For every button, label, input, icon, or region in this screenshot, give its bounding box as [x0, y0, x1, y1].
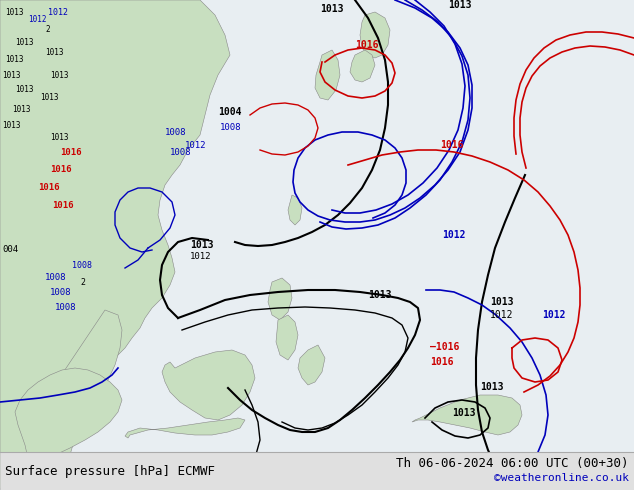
Text: 1012: 1012 [542, 310, 566, 320]
Text: 1013: 1013 [452, 408, 476, 418]
Text: 1013: 1013 [190, 240, 214, 250]
Text: 1013: 1013 [5, 8, 23, 17]
Text: Surface pressure [hPa] ECMWF: Surface pressure [hPa] ECMWF [5, 465, 215, 477]
Text: 1016: 1016 [355, 40, 378, 50]
Text: 1013: 1013 [15, 38, 34, 47]
Text: 1013: 1013 [15, 85, 34, 94]
Text: 1013: 1013 [368, 290, 392, 300]
Text: 2: 2 [45, 25, 49, 34]
Text: 1013: 1013 [45, 48, 63, 57]
Polygon shape [0, 0, 230, 490]
Text: 1012: 1012 [28, 15, 46, 24]
Text: 1013: 1013 [5, 55, 23, 64]
Text: 1008: 1008 [165, 128, 186, 137]
Polygon shape [315, 50, 340, 100]
Polygon shape [350, 50, 375, 82]
Text: 1013: 1013 [5, 468, 29, 478]
Text: 1016: 1016 [60, 148, 82, 157]
Text: 1012: 1012 [48, 8, 68, 17]
Polygon shape [360, 12, 390, 58]
Text: 1008: 1008 [45, 273, 67, 282]
Text: 1016: 1016 [430, 357, 453, 367]
Text: 1016: 1016 [440, 140, 463, 150]
Polygon shape [288, 195, 302, 225]
Polygon shape [298, 345, 325, 385]
Polygon shape [15, 368, 122, 468]
Text: 1013: 1013 [480, 382, 503, 392]
Text: 1012: 1012 [442, 230, 465, 240]
Polygon shape [276, 315, 298, 360]
Text: 1012: 1012 [190, 252, 212, 261]
Text: Th 06-06-2024 06:00 UTC (00+30): Th 06-06-2024 06:00 UTC (00+30) [396, 457, 629, 469]
Text: 1008: 1008 [55, 303, 77, 312]
Text: 1012: 1012 [490, 310, 514, 320]
Text: 1012: 1012 [148, 469, 172, 479]
Polygon shape [268, 278, 292, 320]
Polygon shape [38, 310, 122, 463]
Text: 1013: 1013 [490, 297, 514, 307]
Text: 1013: 1013 [40, 93, 58, 102]
Polygon shape [412, 395, 522, 435]
Text: –1016: –1016 [430, 342, 460, 352]
Text: 1013: 1013 [2, 71, 20, 80]
Text: 1013: 1013 [50, 133, 68, 142]
Text: 2: 2 [80, 278, 85, 287]
Text: 1013: 1013 [320, 4, 344, 14]
Polygon shape [125, 418, 245, 438]
Text: 1013: 1013 [50, 71, 68, 80]
Text: 1016: 1016 [38, 183, 60, 192]
Text: 1008: 1008 [50, 288, 72, 297]
Text: 1013: 1013 [2, 121, 20, 130]
Text: 1016: 1016 [50, 165, 72, 174]
Polygon shape [162, 350, 255, 420]
Text: 1008: 1008 [72, 261, 92, 270]
Text: 1012: 1012 [338, 469, 361, 479]
Text: 1016: 1016 [52, 201, 74, 210]
Bar [0, 452, 634, 490]
Text: 1013: 1013 [448, 0, 472, 10]
Text: 1013: 1013 [12, 105, 30, 114]
Text: ©weatheronline.co.uk: ©weatheronline.co.uk [494, 473, 629, 483]
Text: 004: 004 [2, 245, 18, 254]
Text: 1004: 1004 [218, 107, 242, 117]
Text: 1008: 1008 [170, 148, 191, 157]
Text: 1012: 1012 [185, 141, 207, 150]
Text: 1008: 1008 [220, 123, 242, 132]
